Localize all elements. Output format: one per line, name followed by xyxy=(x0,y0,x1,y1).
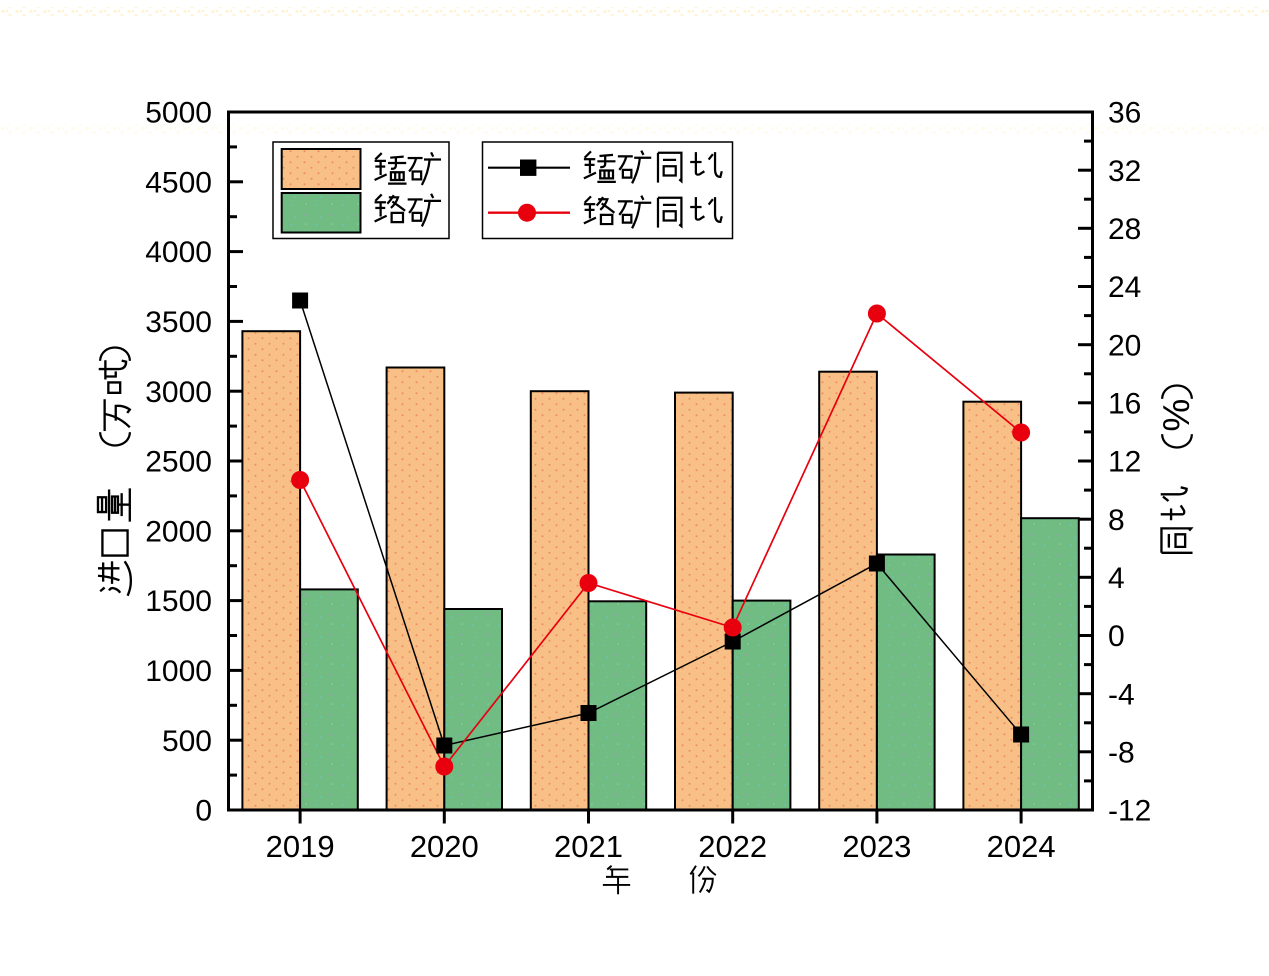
svg-text:20: 20 xyxy=(1108,329,1141,362)
svg-text:-12: -12 xyxy=(1108,795,1151,828)
svg-text:-4: -4 xyxy=(1108,678,1135,711)
svg-text:2024: 2024 xyxy=(987,829,1056,864)
svg-text:2019: 2019 xyxy=(266,829,335,864)
svg-text:32: 32 xyxy=(1108,155,1141,188)
svg-text:2022: 2022 xyxy=(698,829,767,864)
svg-text:4000: 4000 xyxy=(145,236,212,269)
svg-text:2020: 2020 xyxy=(410,829,479,864)
svg-text:2021: 2021 xyxy=(554,829,623,864)
svg-text:24: 24 xyxy=(1108,271,1141,304)
svg-text:3000: 3000 xyxy=(145,376,212,409)
svg-text:4: 4 xyxy=(1108,562,1125,595)
svg-text:0: 0 xyxy=(195,795,212,828)
svg-text:3500: 3500 xyxy=(145,306,212,339)
svg-text:4500: 4500 xyxy=(145,166,212,199)
svg-text:2023: 2023 xyxy=(842,829,911,864)
svg-text:%: % xyxy=(1156,399,1197,432)
svg-text:2500: 2500 xyxy=(145,446,212,479)
svg-text:28: 28 xyxy=(1108,213,1141,246)
svg-text:8: 8 xyxy=(1108,504,1125,537)
svg-text:1000: 1000 xyxy=(145,655,212,688)
svg-text:-8: -8 xyxy=(1108,736,1135,769)
svg-text:5000: 5000 xyxy=(145,97,212,130)
svg-text:500: 500 xyxy=(162,725,212,758)
svg-text:16: 16 xyxy=(1108,387,1141,420)
svg-text:12: 12 xyxy=(1108,446,1141,479)
svg-text:2000: 2000 xyxy=(145,515,212,548)
svg-text:0: 0 xyxy=(1108,620,1125,653)
svg-text:1500: 1500 xyxy=(145,585,212,618)
svg-text:36: 36 xyxy=(1108,97,1141,130)
